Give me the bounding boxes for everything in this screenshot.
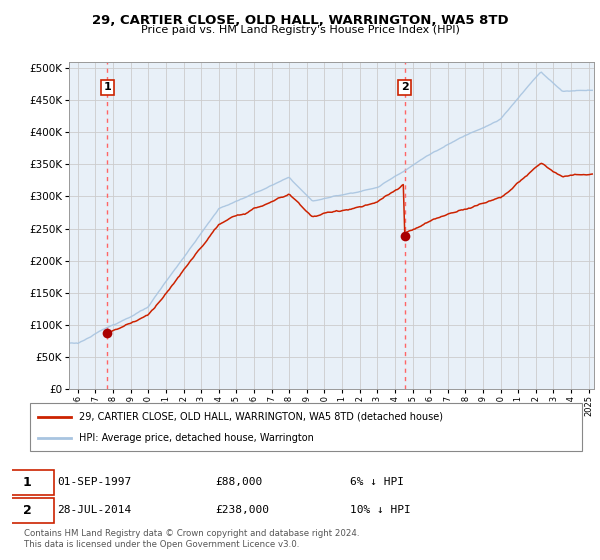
Text: 6% ↓ HPI: 6% ↓ HPI	[350, 477, 404, 487]
FancyBboxPatch shape	[30, 403, 582, 451]
Text: £238,000: £238,000	[215, 505, 269, 515]
Text: 1: 1	[103, 82, 111, 92]
Text: 01-SEP-1997: 01-SEP-1997	[57, 477, 131, 487]
Text: Contains HM Land Registry data © Crown copyright and database right 2024.
This d: Contains HM Land Registry data © Crown c…	[24, 529, 359, 549]
Text: Price paid vs. HM Land Registry's House Price Index (HPI): Price paid vs. HM Land Registry's House …	[140, 25, 460, 35]
Text: 2: 2	[401, 82, 409, 92]
Text: 28-JUL-2014: 28-JUL-2014	[57, 505, 131, 515]
FancyBboxPatch shape	[1, 470, 54, 495]
Text: HPI: Average price, detached house, Warrington: HPI: Average price, detached house, Warr…	[79, 433, 313, 443]
Text: 29, CARTIER CLOSE, OLD HALL, WARRINGTON, WA5 8TD: 29, CARTIER CLOSE, OLD HALL, WARRINGTON,…	[92, 14, 508, 27]
Text: 1: 1	[23, 475, 32, 489]
Text: £88,000: £88,000	[215, 477, 262, 487]
Text: 10% ↓ HPI: 10% ↓ HPI	[350, 505, 411, 515]
Text: 2: 2	[23, 503, 32, 517]
Text: 29, CARTIER CLOSE, OLD HALL, WARRINGTON, WA5 8TD (detached house): 29, CARTIER CLOSE, OLD HALL, WARRINGTON,…	[79, 412, 443, 422]
FancyBboxPatch shape	[1, 498, 54, 523]
